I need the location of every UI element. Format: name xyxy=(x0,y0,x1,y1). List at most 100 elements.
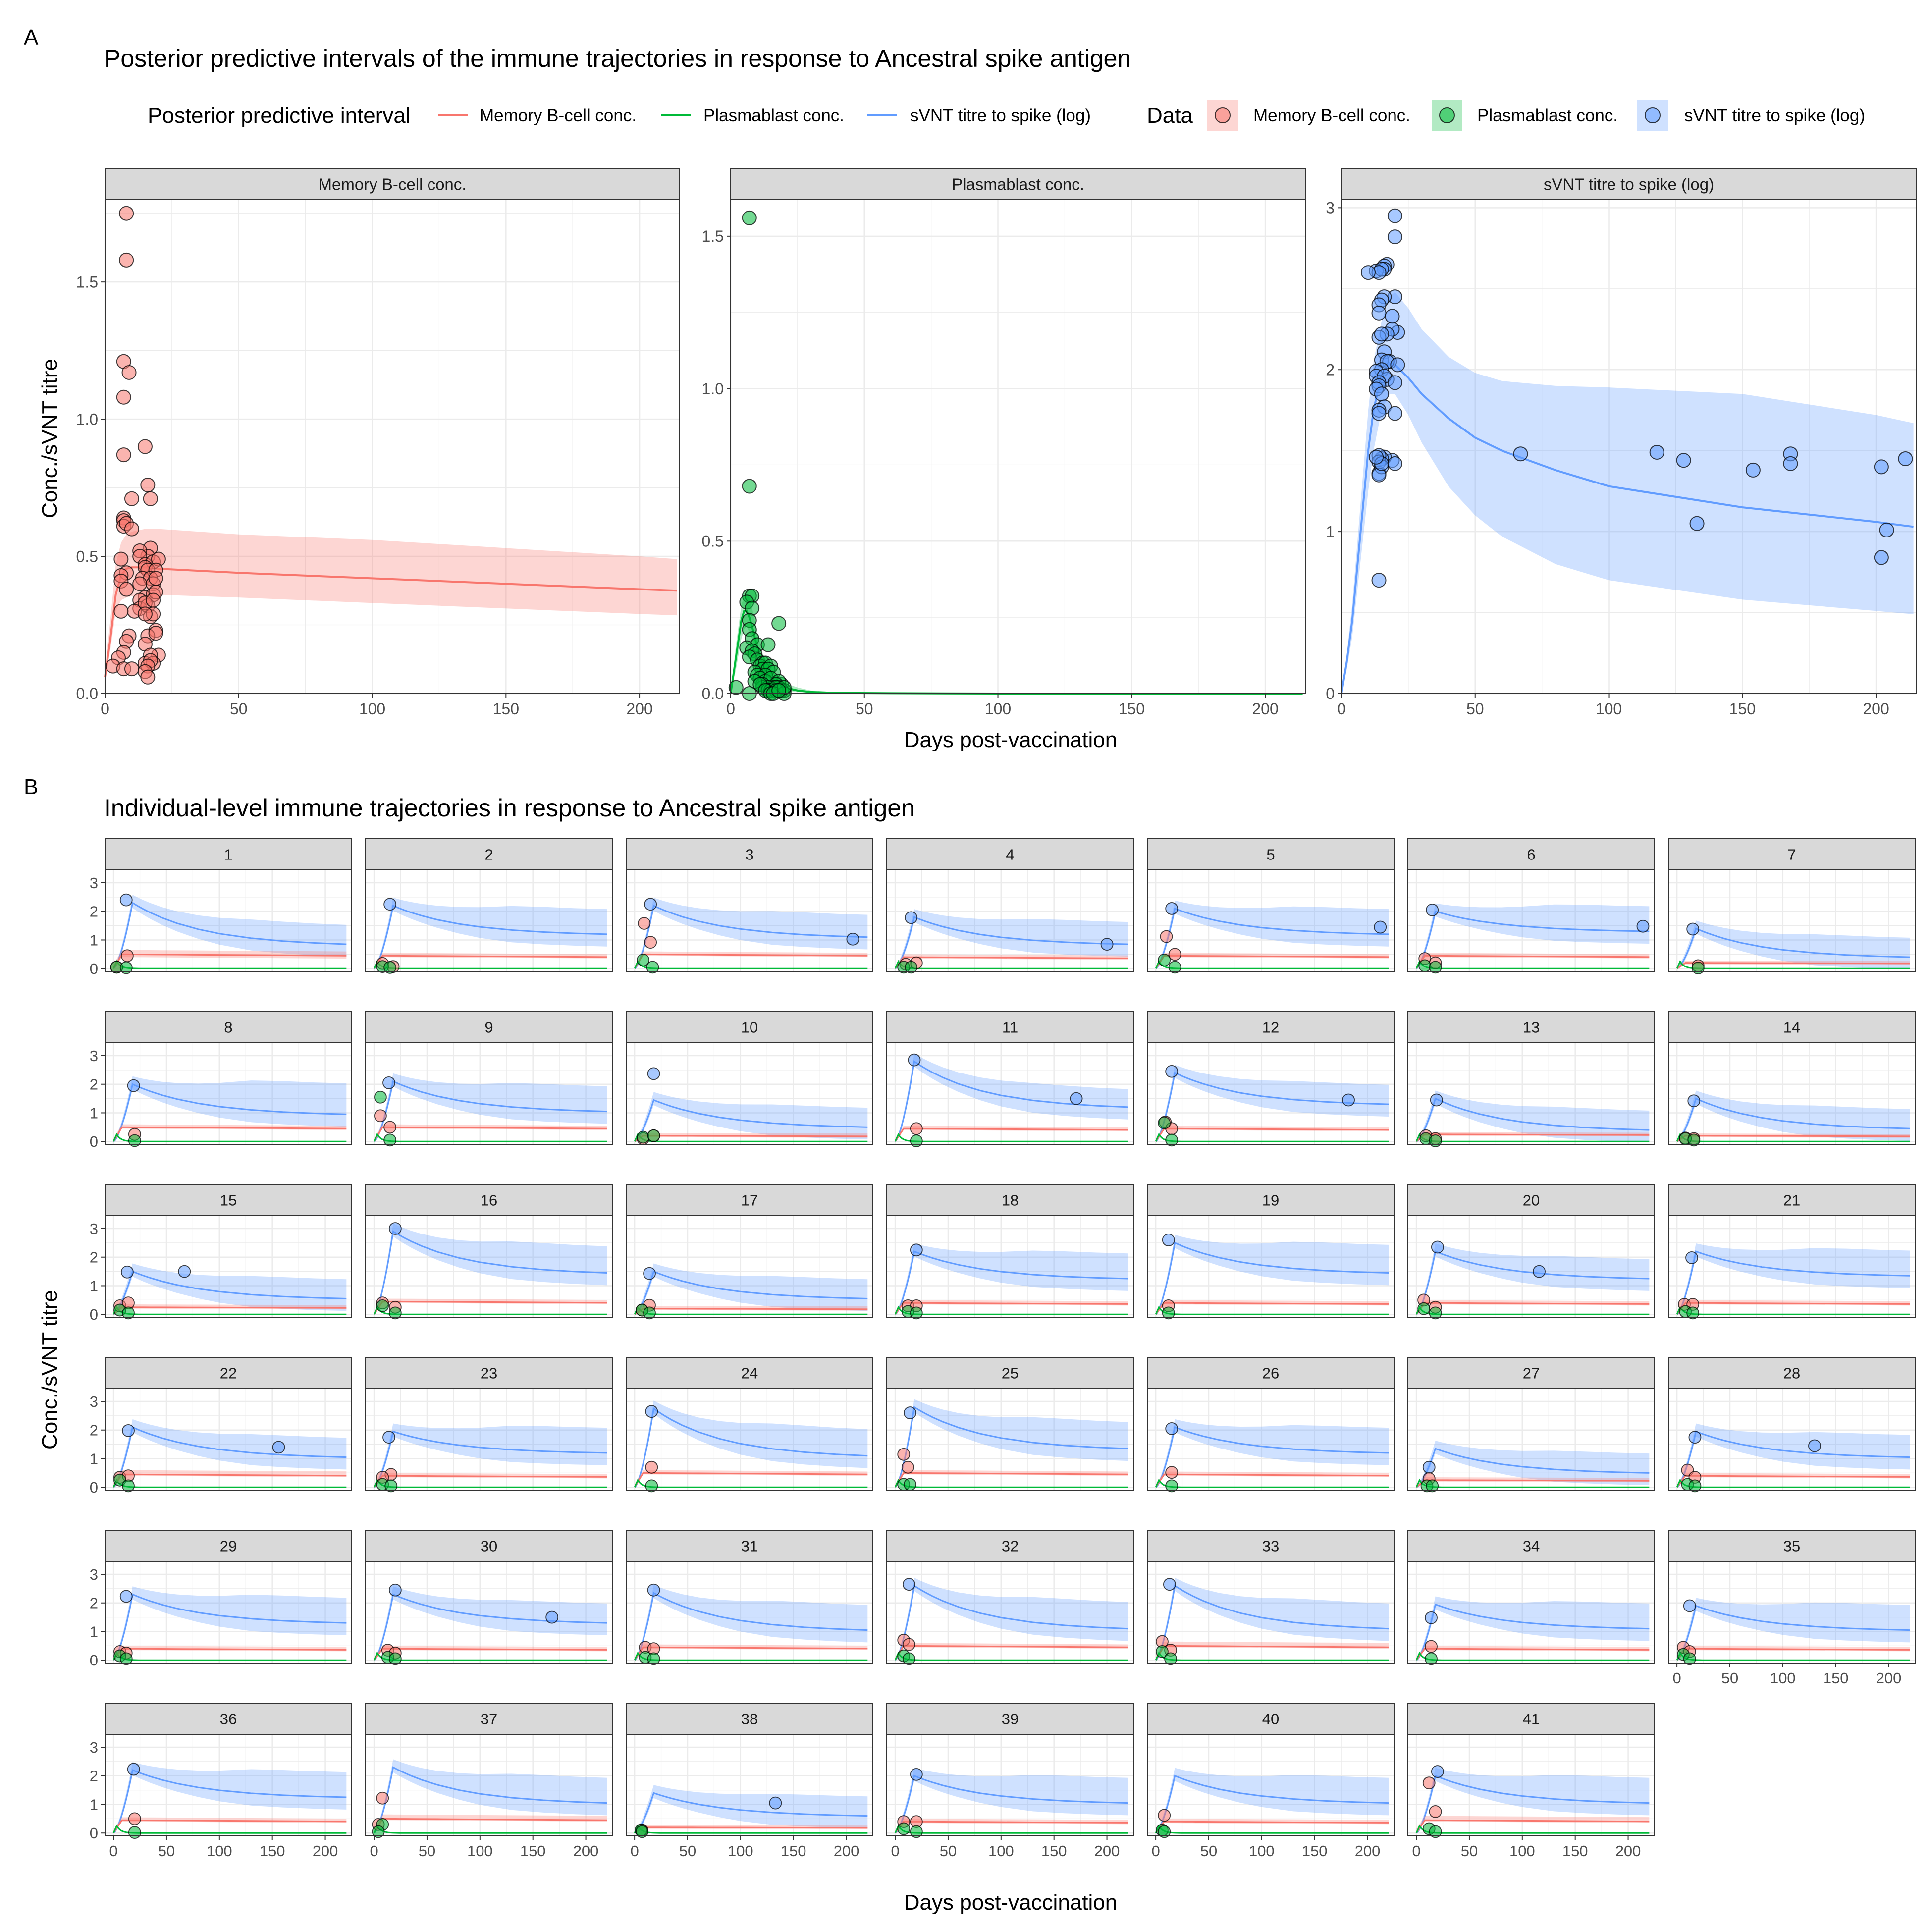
svnt-data-point xyxy=(1874,550,1889,565)
x-tick-label: 100 xyxy=(985,700,1011,718)
facet-panel-border xyxy=(626,1734,873,1836)
x-tick-label: 150 xyxy=(260,1842,285,1860)
plasmablast-data-point xyxy=(1165,1133,1179,1147)
svnt-data-point xyxy=(1686,922,1700,936)
facet-strip xyxy=(1147,1011,1395,1043)
facet-strip-label: 15 xyxy=(220,1192,237,1209)
svnt-interval-band xyxy=(113,1076,347,1142)
facet-strip xyxy=(626,1184,873,1216)
x-tick-label: 50 xyxy=(158,1842,175,1860)
memory-data-point xyxy=(644,936,657,949)
svnt-data-point xyxy=(1685,1251,1698,1264)
svnt-data-point xyxy=(1165,1065,1179,1078)
legend-data-label-memory: Memory B-cell conc. xyxy=(1253,106,1410,125)
plasmablast-data-point xyxy=(1168,961,1181,974)
plasmablast-data-point xyxy=(897,1822,911,1835)
x-tick-label: 150 xyxy=(520,1842,546,1860)
svnt-data-point xyxy=(119,893,133,907)
memory-interval-band xyxy=(635,1305,868,1315)
legend-data-label-svnt: sVNT titre to spike (log) xyxy=(1684,106,1865,125)
plasmablast-data-point xyxy=(383,961,397,974)
facet-panel-border xyxy=(626,869,873,972)
svnt-data-point xyxy=(1369,449,1384,465)
x-tick-label: 100 xyxy=(359,700,385,718)
plasmablast-data-point xyxy=(1158,954,1171,966)
svnt-data-point xyxy=(1745,462,1761,478)
facet-strip xyxy=(365,1011,613,1043)
x-tick-label: 0 xyxy=(109,1842,117,1860)
svnt-data-point xyxy=(846,932,859,946)
facet-panel-border xyxy=(886,869,1134,972)
svnt-data-point xyxy=(1513,446,1528,462)
plasmablast-data-point xyxy=(1164,1652,1177,1665)
memory-data-point xyxy=(1425,1640,1438,1653)
plasmablast-data-point xyxy=(1165,1479,1179,1493)
svnt-interval-band xyxy=(113,895,347,969)
memory-data-point xyxy=(1158,1809,1171,1822)
memory-data-point xyxy=(137,439,153,454)
svnt-data-point xyxy=(1100,938,1114,951)
facet-strip-label: 30 xyxy=(481,1538,497,1555)
svnt-data-point xyxy=(902,1578,915,1591)
memory-data-point xyxy=(140,478,156,493)
svnt-data-point xyxy=(1374,386,1389,402)
svnt-data-point xyxy=(1165,902,1179,915)
facet-strip-label: 2 xyxy=(484,846,493,863)
facet-panel-border xyxy=(1147,1561,1395,1664)
svnt-data-point xyxy=(272,1441,285,1454)
x-tick-label: 100 xyxy=(728,1842,753,1860)
facet-strip xyxy=(1147,1530,1395,1562)
y-tick-label: 0 xyxy=(90,1133,98,1150)
facet-strip-label: 7 xyxy=(1787,846,1796,863)
svnt-interval-band xyxy=(1677,1598,1910,1661)
svnt-interval-band xyxy=(113,1419,347,1488)
svnt-data-point xyxy=(388,1583,402,1597)
facet-strip xyxy=(105,1184,352,1216)
svnt-data-point xyxy=(1387,375,1402,390)
facet-strip xyxy=(365,1184,613,1216)
plasmablast-data-point xyxy=(388,1306,402,1320)
plasmablast-data-point xyxy=(910,1306,923,1320)
facet-panel-border xyxy=(1147,1734,1395,1836)
facet-panel-border xyxy=(886,1734,1134,1836)
memory-data-point xyxy=(143,491,158,506)
facet-panel-border xyxy=(1407,1561,1655,1664)
x-tick-label: 0 xyxy=(1672,1669,1681,1687)
legend-line-label-plasmablast: Plasmablast conc. xyxy=(703,106,844,125)
x-tick-label: 150 xyxy=(1041,1842,1067,1860)
panel-b-xlabel: Days post-vaccination xyxy=(904,1890,1117,1915)
plasmablast-data-point xyxy=(1425,1652,1438,1665)
x-tick-label: 100 xyxy=(1249,1842,1275,1860)
memory-interval-band xyxy=(105,529,677,683)
plasmablast-data-point xyxy=(1691,962,1705,974)
facet-strip xyxy=(1147,1184,1395,1216)
facet-strip-label: 4 xyxy=(1006,846,1014,863)
plasmablast-data-point xyxy=(1687,1133,1701,1147)
svnt-interval-band xyxy=(1156,1768,1389,1833)
memory-data-point xyxy=(140,669,156,685)
facet-strip-label: 13 xyxy=(1523,1019,1540,1036)
y-tick-label: 0 xyxy=(90,1306,98,1323)
plasmablast-data-point xyxy=(1162,1306,1175,1320)
x-tick-label: 200 xyxy=(1863,700,1889,718)
facet-strip-label: 39 xyxy=(1002,1711,1019,1728)
plasmablast-data-point xyxy=(122,1306,135,1320)
svnt-data-point xyxy=(1783,456,1798,471)
x-tick-label: 200 xyxy=(834,1842,859,1860)
svnt-interval-band xyxy=(1416,1596,1650,1661)
x-tick-label: 200 xyxy=(313,1842,338,1860)
y-tick-label: 0 xyxy=(90,1652,98,1669)
facet-strip xyxy=(1668,1011,1916,1043)
facet-strip xyxy=(1407,1530,1655,1562)
facet-panel-border xyxy=(1147,869,1395,972)
x-tick-label: 200 xyxy=(1252,700,1278,718)
facet-panel-border xyxy=(365,869,613,972)
x-tick-label: 200 xyxy=(626,700,652,718)
facet-strip xyxy=(105,168,680,200)
facet-strip xyxy=(1147,1357,1395,1389)
svnt-data-point xyxy=(119,1590,133,1603)
memory-data-point xyxy=(119,252,134,268)
memory-data-point xyxy=(645,1460,658,1474)
svnt-data-point xyxy=(1676,453,1691,468)
plasmablast-data-point xyxy=(376,1299,389,1312)
